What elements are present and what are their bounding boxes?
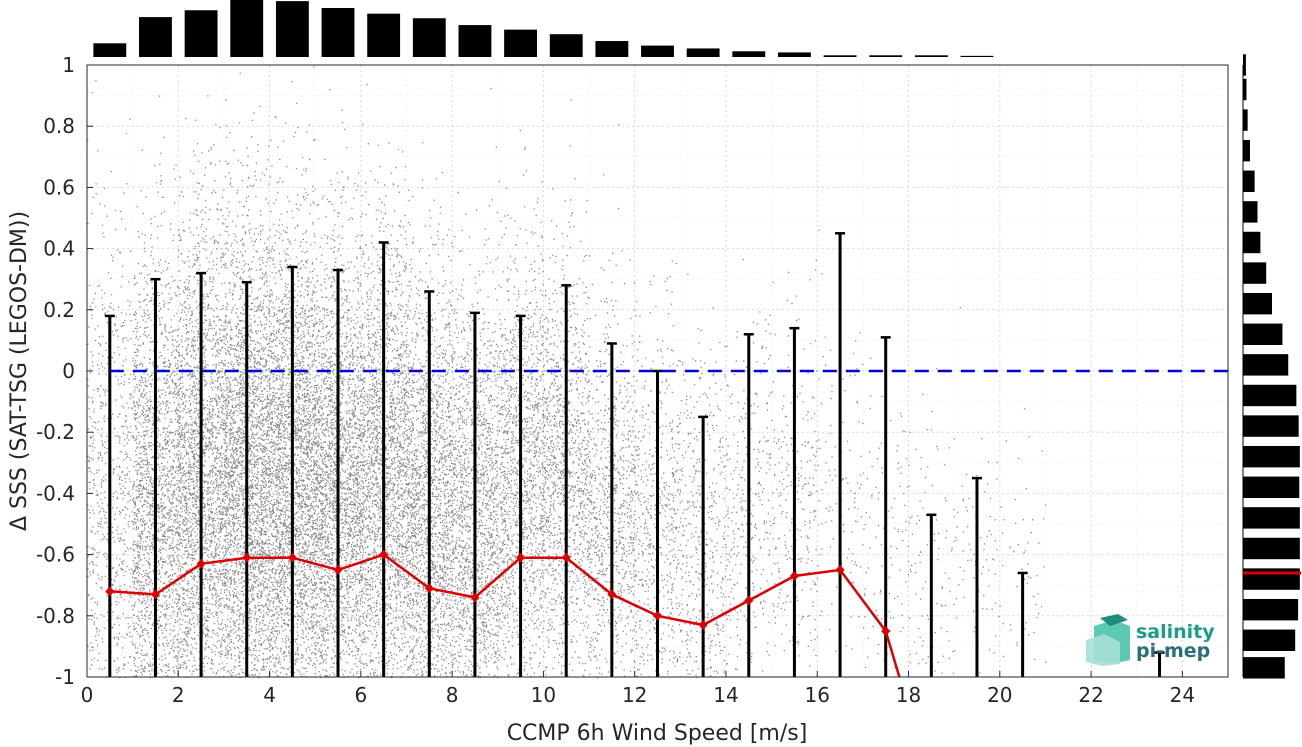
bin-mean-marker [607, 589, 617, 600]
x-tick-label: 24 [1170, 683, 1195, 707]
top-histogram-bar [184, 10, 218, 57]
top-histogram-bar [412, 18, 446, 58]
top-histogram-bar [823, 55, 857, 57]
x-tick-label: 4 [263, 683, 276, 707]
x-tick-label: 22 [1078, 683, 1103, 707]
bin-mean-marker [653, 610, 662, 621]
top-histogram-bar [93, 43, 127, 57]
y-axis-ticks: -1 -0.8 -0.6 -0.4 -0.2 0 0.2 0.4 0.6 0.8 1 [36, 53, 93, 689]
right-histogram-bar [1243, 78, 1247, 101]
logo-emblem-icon [1086, 614, 1130, 666]
top-histogram [93, 0, 994, 58]
right-histogram-bar [1243, 323, 1283, 345]
x-tick-label: 2 [172, 683, 185, 707]
y-tick-label: 0.6 [43, 175, 75, 199]
top-histogram-bar [458, 25, 492, 57]
y-tick-label: 0.4 [43, 237, 75, 261]
x-tick-label: 18 [896, 683, 921, 707]
bin-mean-series [105, 549, 901, 677]
bin-mean-marker [789, 571, 799, 582]
bin-mean-marker [150, 589, 160, 600]
bin-mean-marker [561, 552, 571, 563]
bin-mean-marker [196, 558, 206, 569]
bin-mean-marker [287, 552, 297, 563]
right-histogram-bar [1243, 384, 1297, 407]
top-histogram-bar [869, 55, 903, 57]
right-histogram-bar [1243, 201, 1258, 223]
y-tick-label: -0.4 [36, 481, 75, 505]
bin-mean-marker [744, 595, 754, 606]
y-tick-label: -0.2 [36, 420, 75, 444]
x-tick-label: 12 [622, 683, 647, 707]
x-tick-label: 10 [531, 683, 556, 707]
x-tick-label: 14 [713, 683, 738, 707]
bin-mean-marker [835, 564, 845, 575]
right-histogram [1242, 54, 1301, 679]
top-histogram-bar [960, 55, 994, 57]
top-histogram-bar [595, 41, 629, 57]
right-histogram-bar [1243, 629, 1296, 651]
bin-mean-marker [242, 552, 252, 563]
x-tick-label: 0 [81, 683, 94, 707]
y-axis-label: Δ SSS (SAT-TSG (LEGOS-DM)) [7, 211, 32, 531]
top-histogram-bar [641, 45, 674, 57]
right-histogram-bar [1243, 598, 1299, 621]
top-histogram-bar [275, 1, 309, 58]
top-histogram-bar [914, 55, 948, 57]
main-plot-area: 0 2 4 6 8 10 12 14 16 18 20 22 24 -1-0.8-0.6-0.4-0.2… [36, 53, 1229, 707]
right-histogram-bar [1243, 476, 1300, 498]
y-tick-label: -1 [55, 665, 75, 689]
top-histogram-bar [549, 34, 583, 57]
y-tick-label: 0 [62, 359, 75, 383]
top-histogram-bar [777, 52, 811, 57]
x-axis-label: CCMP 6h Wind Speed [m/s] [507, 721, 808, 746]
top-histogram-bar [732, 51, 766, 57]
right-histogram-bar [1243, 139, 1250, 162]
x-axis-ticks: 0 2 4 6 8 10 12 14 16 18 20 22 24 [81, 671, 1195, 707]
logo-text-pimep: pi-mep [1136, 640, 1210, 662]
top-histogram-bar [139, 17, 172, 58]
bin-mean-marker [881, 626, 891, 637]
right-histogram-bar [1243, 507, 1300, 529]
right-histogram-bar [1243, 292, 1272, 315]
bin-mean-marker [516, 552, 526, 563]
x-tick-label: 20 [987, 683, 1012, 707]
top-histogram-bar [321, 7, 355, 58]
x-tick-label: 16 [805, 683, 830, 707]
y-tick-label: 0.2 [43, 298, 75, 322]
right-histogram-bar [1243, 231, 1261, 254]
top-histogram-bar [367, 13, 401, 57]
y-tick-label: -0.6 [36, 543, 75, 567]
bin-mean-marker [379, 549, 389, 560]
right-histogram-bar [1243, 415, 1299, 437]
bin-mean-marker [698, 619, 708, 630]
right-histogram-bar [1243, 170, 1255, 192]
right-histogram-bar [1243, 262, 1267, 284]
top-histogram-bar [230, 0, 264, 57]
logo-text-salinity: salinity [1136, 621, 1215, 643]
x-tick-label: 6 [354, 683, 367, 707]
right-histogram-bar [1243, 109, 1248, 131]
top-histogram-bar [686, 48, 720, 57]
top-histogram-bar [504, 29, 538, 57]
right-histogram-bar [1243, 445, 1300, 468]
bin-mean-marker [424, 583, 434, 594]
right-histogram-bar [1243, 54, 1246, 76]
salinity-pimep-logo: salinity pi-mep [1086, 614, 1215, 666]
y-tick-label: -0.8 [36, 604, 75, 628]
right-histogram-bar [1243, 657, 1285, 679]
right-histogram-bar [1243, 354, 1289, 376]
bin-mean-marker [105, 586, 115, 597]
error-bars [104, 232, 1165, 677]
right-histogram-bar [1243, 537, 1300, 560]
bin-mean-marker [333, 564, 343, 575]
bin-mean-marker [470, 592, 480, 603]
y-tick-label: 0.8 [43, 114, 75, 138]
y-tick-label: 1 [62, 53, 75, 77]
x-tick-label: 8 [446, 683, 459, 707]
